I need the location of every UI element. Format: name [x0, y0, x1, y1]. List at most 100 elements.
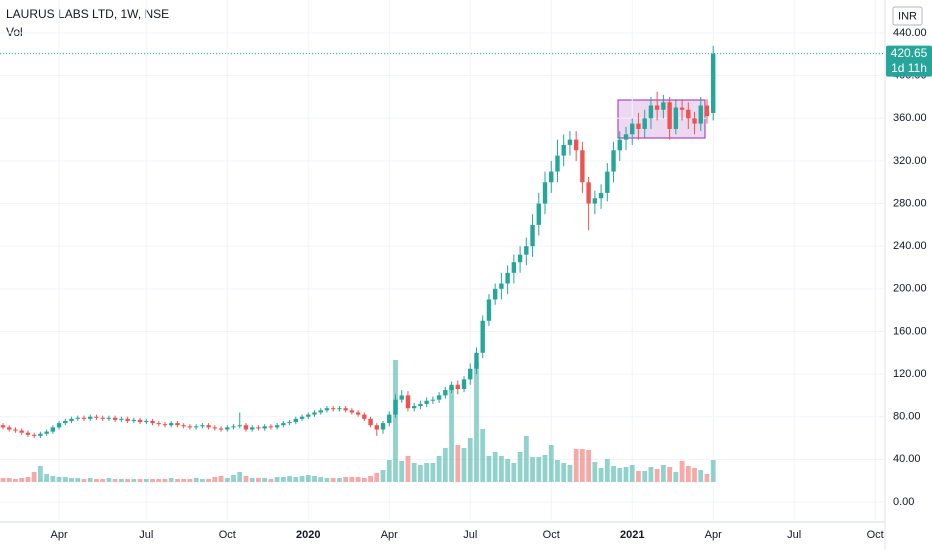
- volume-bar: [710, 460, 716, 482]
- candle-body: [25, 432, 31, 435]
- candle-body: [679, 107, 685, 110]
- candle-body: [692, 118, 697, 124]
- volume-bar: [13, 479, 18, 482]
- candle-body: [250, 427, 255, 430]
- candle-body: [119, 418, 124, 420]
- volume-bar: [118, 479, 124, 482]
- candle-body: [598, 192, 604, 199]
- volume-bar: [218, 476, 224, 482]
- volume-bar: [611, 466, 616, 482]
- candle-body: [630, 123, 635, 135]
- volume-label: Vol: [6, 25, 23, 39]
- y-tick-label: 0.00: [893, 496, 914, 508]
- volume-bar: [617, 468, 623, 482]
- volume-bar: [586, 450, 592, 482]
- volume-bar: [642, 471, 648, 482]
- x-tick-label: Apr: [381, 529, 398, 541]
- candle-body: [193, 426, 199, 428]
- volume-bar: [517, 452, 523, 482]
- candle-body: [287, 422, 292, 424]
- candle-body: [499, 283, 504, 289]
- volume-bar: [480, 429, 486, 482]
- volume-bar: [704, 474, 710, 482]
- volume-bar: [636, 471, 641, 482]
- x-tick-label: Apr: [51, 529, 68, 541]
- volume-bar: [536, 457, 542, 482]
- y-tick-label: 440.00: [893, 27, 927, 39]
- candle-body: [318, 410, 323, 413]
- candle-body: [181, 425, 186, 427]
- volume-bar: [87, 478, 93, 482]
- candle-body: [461, 379, 467, 389]
- candle-body: [299, 416, 305, 419]
- candle-body: [642, 118, 647, 129]
- currency-box[interactable]: [892, 6, 923, 26]
- x-tick-label: 2020: [296, 529, 320, 541]
- volume-bar: [505, 459, 511, 482]
- volume-bar: [337, 478, 342, 482]
- volume-bar: [94, 479, 99, 482]
- candle-body: [605, 171, 610, 193]
- candle-body: [69, 418, 74, 421]
- volume-bar: [698, 470, 704, 482]
- volume-bar: [324, 478, 330, 482]
- candle-body: [324, 408, 330, 411]
- y-tick-label: 40.00: [893, 453, 921, 465]
- x-tick-label: Oct: [867, 529, 884, 541]
- candle-body: [430, 399, 436, 401]
- candle-body: [455, 384, 460, 389]
- candle-body: [418, 403, 423, 407]
- volume-bar: [6, 478, 12, 482]
- volume-bar: [274, 477, 280, 482]
- candle-body: [511, 262, 517, 273]
- candle-body: [555, 155, 560, 172]
- volume-bar: [399, 461, 405, 482]
- volume-bar: [461, 448, 467, 482]
- candle-body: [474, 352, 479, 369]
- candle-body: [50, 427, 56, 432]
- candle-body: [56, 423, 62, 428]
- volume-bar: [567, 465, 573, 482]
- x-tick-label: Jul: [787, 529, 801, 541]
- currency[interactable]: INR: [898, 10, 917, 22]
- candle-body: [654, 105, 660, 110]
- candle-body: [549, 171, 554, 183]
- last-price-label: 420.65: [891, 46, 928, 60]
- volume-bar: [199, 479, 205, 482]
- candle-body: [13, 429, 18, 431]
- volume-bar: [530, 457, 535, 482]
- volume-bar: [19, 478, 25, 482]
- volume-bar: [424, 463, 430, 482]
- volume-bar: [318, 477, 324, 482]
- candle-body: [362, 414, 367, 419]
- candle-body: [443, 390, 448, 396]
- candle-body: [542, 182, 548, 204]
- candle-body: [567, 139, 573, 145]
- volume-bar: [442, 448, 448, 482]
- candle-body: [256, 427, 261, 429]
- volume-bar: [181, 479, 187, 482]
- volume-bar: [44, 474, 50, 482]
- volume-bar: [187, 479, 193, 482]
- y-tick-label: 280.00: [893, 197, 927, 209]
- marks: [0, 45, 885, 482]
- candle-body: [225, 427, 230, 430]
- candle-body: [94, 416, 99, 418]
- volume-bar: [648, 467, 654, 482]
- x-tick-label: Apr: [705, 529, 722, 541]
- candle-body: [169, 423, 174, 426]
- volume-bar: [604, 459, 610, 482]
- candle-body: [44, 431, 49, 434]
- candle-body: [387, 414, 392, 424]
- volume-bar: [31, 472, 37, 482]
- candle-body: [281, 423, 286, 426]
- candle-body: [505, 272, 510, 284]
- candle-body: [355, 412, 361, 415]
- candle-body: [137, 419, 143, 423]
- candle-body: [150, 420, 155, 424]
- volume-bar: [573, 449, 579, 482]
- candle-body: [449, 384, 454, 391]
- candle-body: [337, 408, 342, 410]
